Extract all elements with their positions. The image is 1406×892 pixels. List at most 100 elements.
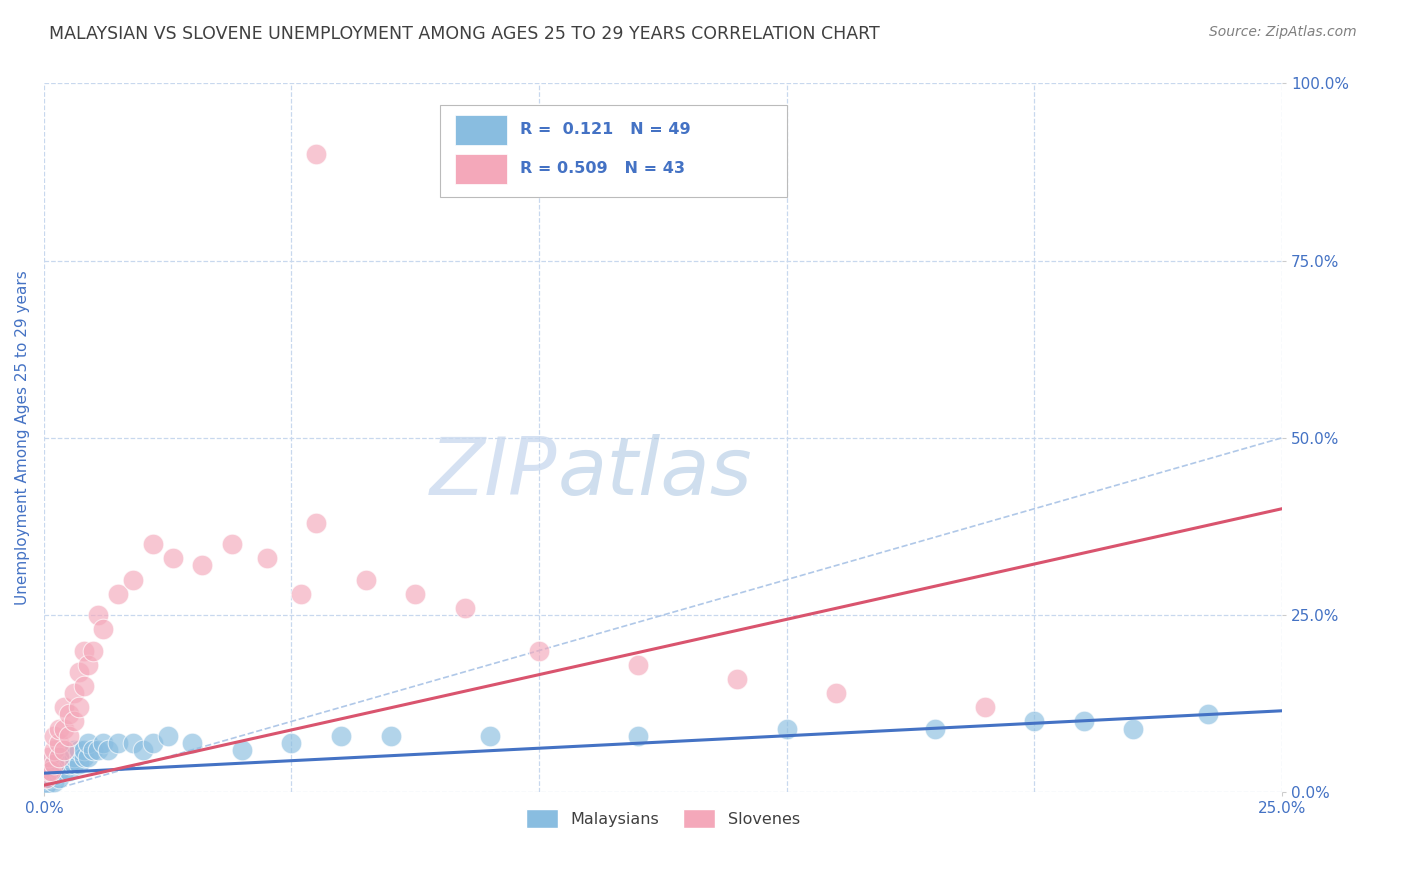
Text: MALAYSIAN VS SLOVENE UNEMPLOYMENT AMONG AGES 25 TO 29 YEARS CORRELATION CHART: MALAYSIAN VS SLOVENE UNEMPLOYMENT AMONG … bbox=[49, 25, 880, 43]
Point bbox=[42, 774, 65, 789]
Point bbox=[290, 587, 312, 601]
Point bbox=[305, 516, 328, 530]
Point bbox=[38, 750, 60, 764]
Point bbox=[87, 743, 110, 757]
Point bbox=[82, 743, 104, 757]
Legend: Malaysians, Slovenes: Malaysians, Slovenes bbox=[519, 803, 807, 834]
Point bbox=[256, 551, 278, 566]
Point bbox=[122, 736, 145, 750]
Point bbox=[221, 537, 243, 551]
Point bbox=[191, 558, 214, 573]
Text: Source: ZipAtlas.com: Source: ZipAtlas.com bbox=[1209, 25, 1357, 39]
Point bbox=[72, 743, 94, 757]
Point bbox=[107, 587, 129, 601]
Text: R =  0.121   N = 49: R = 0.121 N = 49 bbox=[520, 122, 692, 137]
Point bbox=[48, 771, 70, 785]
Point bbox=[775, 722, 797, 736]
FancyBboxPatch shape bbox=[440, 104, 786, 197]
Point bbox=[38, 764, 60, 778]
Point bbox=[825, 686, 848, 700]
Point bbox=[162, 551, 184, 566]
Point bbox=[35, 778, 58, 792]
Point bbox=[1073, 714, 1095, 729]
Point bbox=[58, 764, 80, 778]
Point bbox=[52, 722, 75, 736]
Point bbox=[142, 736, 165, 750]
Point bbox=[42, 743, 65, 757]
Point bbox=[1024, 714, 1046, 729]
Point bbox=[42, 756, 65, 771]
Point bbox=[48, 764, 70, 778]
Text: ZIP: ZIP bbox=[430, 434, 558, 512]
Point bbox=[156, 729, 179, 743]
Point bbox=[48, 756, 70, 771]
Point bbox=[454, 601, 477, 615]
Point bbox=[77, 657, 100, 672]
Point bbox=[42, 767, 65, 781]
Point bbox=[67, 665, 90, 679]
Point bbox=[62, 743, 84, 757]
Point bbox=[58, 756, 80, 771]
Point bbox=[231, 743, 253, 757]
Point bbox=[38, 771, 60, 785]
Point bbox=[1122, 722, 1144, 736]
Text: atlas: atlas bbox=[558, 434, 752, 512]
Point bbox=[122, 573, 145, 587]
Y-axis label: Unemployment Among Ages 25 to 29 years: Unemployment Among Ages 25 to 29 years bbox=[15, 270, 30, 606]
Point bbox=[62, 686, 84, 700]
Point bbox=[91, 622, 114, 636]
Point bbox=[627, 657, 650, 672]
Point bbox=[1197, 707, 1219, 722]
Point bbox=[478, 729, 501, 743]
Point bbox=[52, 743, 75, 757]
Point bbox=[97, 743, 120, 757]
Point bbox=[67, 756, 90, 771]
Point bbox=[142, 537, 165, 551]
Point bbox=[48, 736, 70, 750]
Point bbox=[52, 756, 75, 771]
Point bbox=[62, 750, 84, 764]
Point bbox=[42, 729, 65, 743]
Point bbox=[48, 722, 70, 736]
Point bbox=[77, 736, 100, 750]
Point bbox=[67, 700, 90, 714]
Point bbox=[924, 722, 946, 736]
Point bbox=[404, 587, 426, 601]
Point bbox=[305, 147, 328, 161]
Point bbox=[67, 743, 90, 757]
Point bbox=[72, 679, 94, 693]
Point bbox=[48, 750, 70, 764]
Point bbox=[82, 643, 104, 657]
Point bbox=[330, 729, 353, 743]
Point bbox=[42, 756, 65, 771]
Point bbox=[181, 736, 204, 750]
Point bbox=[280, 736, 302, 750]
Point bbox=[91, 736, 114, 750]
Point bbox=[380, 729, 402, 743]
Point bbox=[52, 764, 75, 778]
Point bbox=[58, 750, 80, 764]
Bar bbox=[456, 154, 508, 184]
Point bbox=[62, 756, 84, 771]
Point bbox=[107, 736, 129, 750]
Point bbox=[52, 750, 75, 764]
Point bbox=[48, 750, 70, 764]
Point bbox=[72, 750, 94, 764]
Point bbox=[527, 643, 550, 657]
Point bbox=[58, 707, 80, 722]
Text: R = 0.509   N = 43: R = 0.509 N = 43 bbox=[520, 161, 686, 176]
Point bbox=[52, 700, 75, 714]
Point bbox=[39, 764, 62, 778]
Point bbox=[58, 729, 80, 743]
Point bbox=[38, 764, 60, 778]
Point bbox=[35, 771, 58, 785]
Point bbox=[42, 764, 65, 778]
Point bbox=[39, 771, 62, 785]
Point bbox=[973, 700, 995, 714]
Point bbox=[72, 643, 94, 657]
Point bbox=[87, 608, 110, 623]
Point bbox=[354, 573, 377, 587]
Point bbox=[132, 743, 155, 757]
Point bbox=[77, 750, 100, 764]
Point bbox=[725, 672, 748, 686]
